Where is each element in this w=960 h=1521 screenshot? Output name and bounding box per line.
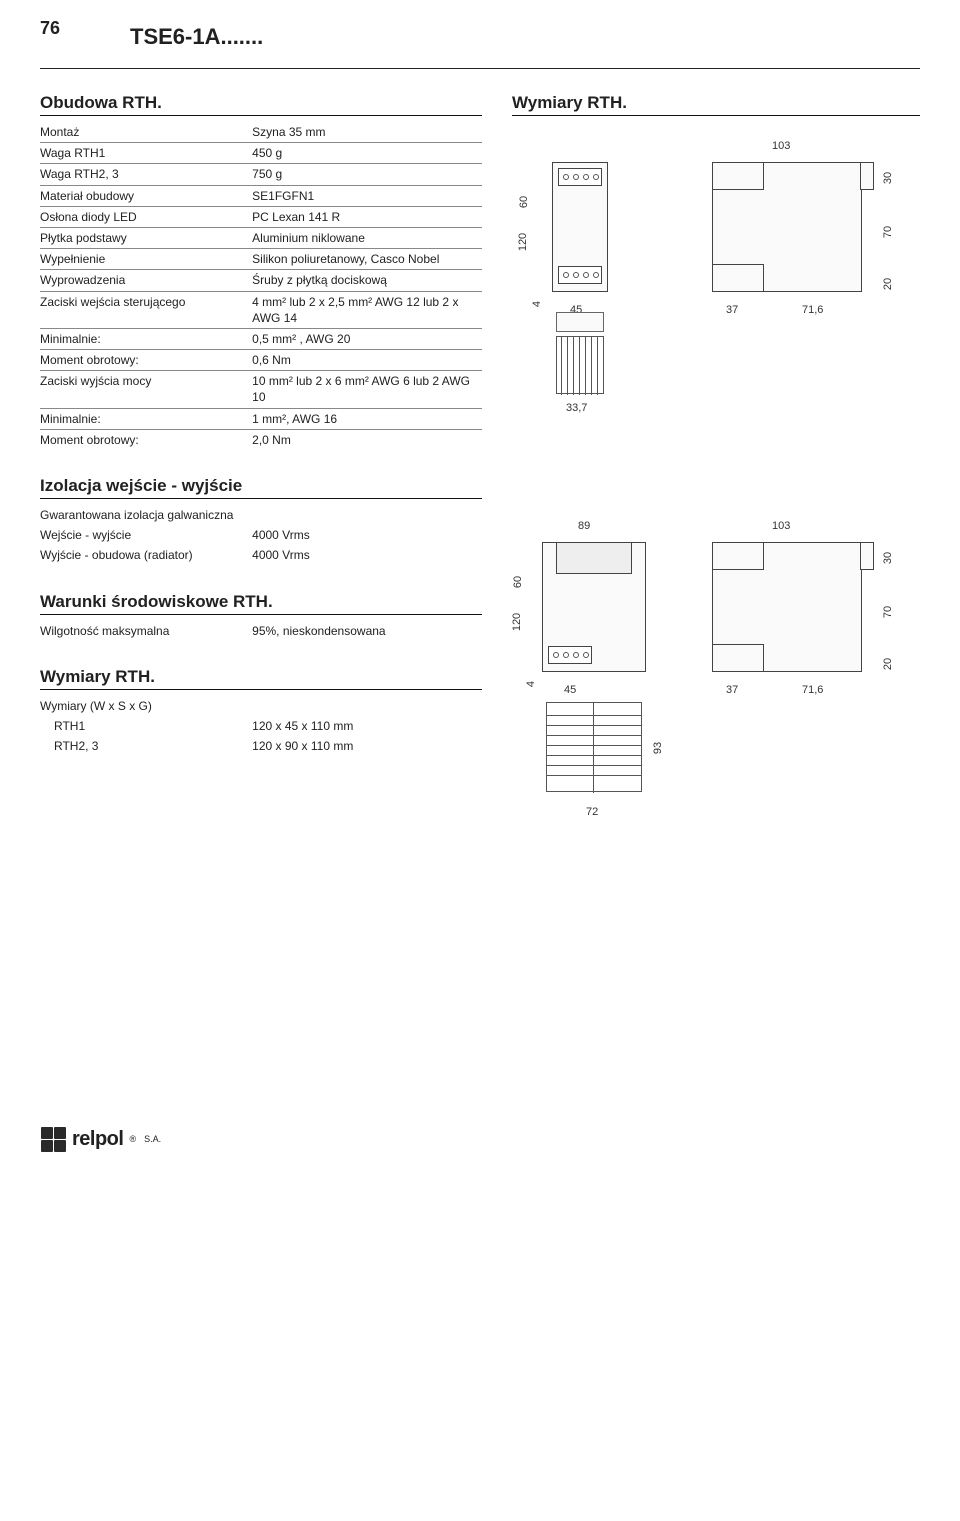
dim-label: 60 [512, 576, 524, 588]
spec-label: Zaciski wyjścia mocy [40, 371, 252, 408]
obudowa-table: MontażSzyna 35 mm Waga RTH1450 g Waga RT… [40, 122, 482, 450]
wymiary-table: Wymiary (W x S x G) RTH1120 x 45 x 110 m… [40, 696, 482, 757]
page-number: 76 [40, 18, 60, 39]
spec-value: 2,0 Nm [252, 429, 482, 450]
dim-label: 71,6 [802, 684, 823, 696]
logo-suffix: S.A. [144, 1134, 161, 1144]
spec-label: Moment obrotowy: [40, 350, 252, 371]
spec-value: 120 x 90 x 110 mm [252, 736, 482, 756]
dim-label: 4 [531, 301, 543, 307]
spec-value: Aluminium niklowane [252, 227, 482, 248]
dim-label: 20 [882, 278, 894, 290]
spec-value: 10 mm² lub 2 x 6 mm² AWG 6 lub 2 AWG 10 [252, 371, 482, 408]
section-rule [40, 115, 482, 116]
spec-label: Minimalnie: [40, 408, 252, 429]
right-column: Wymiary RTH. 60 120 4 45 [512, 93, 920, 846]
spec-header: Wymiary (W x S x G) [40, 696, 482, 716]
dim-label: 120 [517, 233, 529, 251]
dim-label: 70 [882, 226, 894, 238]
dim-label: 4 [525, 681, 537, 687]
spec-label: Moment obrotowy: [40, 429, 252, 450]
section-title-obudowa: Obudowa RTH. [40, 93, 482, 113]
spec-label: RTH2, 3 [40, 736, 252, 756]
spec-label: Płytka podstawy [40, 227, 252, 248]
left-column: Obudowa RTH. MontażSzyna 35 mm Waga RTH1… [40, 93, 482, 846]
section-rule [40, 498, 482, 499]
section-title-warunki: Warunki środowiskowe RTH. [40, 592, 482, 612]
dim-label: 37 [726, 304, 738, 316]
brand-logo: relpol ® S.A. [40, 1126, 920, 1152]
dim-label: 37 [726, 684, 738, 696]
section-rule [40, 614, 482, 615]
section-title-wymiary-table: Wymiary RTH. [40, 667, 482, 687]
dim-label: 103 [772, 520, 790, 532]
header-rule [40, 68, 920, 69]
spec-value: Szyna 35 mm [252, 122, 482, 143]
spec-label: Wyprowadzenia [40, 270, 252, 291]
spec-value: 4000 Vrms [252, 525, 482, 545]
spec-value: 4 mm² lub 2 x 2,5 mm² AWG 12 lub 2 x AWG… [252, 291, 482, 328]
dim-label: 33,7 [566, 402, 587, 414]
spec-value: 120 x 45 x 110 mm [252, 716, 482, 736]
dim-label: 60 [518, 196, 530, 208]
spec-value: 450 g [252, 143, 482, 164]
spec-label: Materiał obudowy [40, 185, 252, 206]
spec-label: Wypełnienie [40, 249, 252, 270]
dim-label: 89 [578, 520, 590, 532]
section-rule [40, 689, 482, 690]
spec-value: SE1FGFN1 [252, 185, 482, 206]
dim-label: 70 [882, 606, 894, 618]
dim-label: 120 [511, 613, 523, 631]
spec-value: 0,5 mm² , AWG 20 [252, 328, 482, 349]
dim-label: 72 [586, 806, 598, 818]
spec-value: Silikon poliuretanowy, Casco Nobel [252, 249, 482, 270]
spec-label: Wilgotność maksymalna [40, 621, 252, 641]
logo-text: relpol [72, 1128, 123, 1151]
dim-label: 30 [882, 172, 894, 184]
section-title-wymiary-diag: Wymiary RTH. [512, 93, 920, 113]
section-rule [512, 115, 920, 116]
spec-value: 750 g [252, 164, 482, 185]
spec-label: Osłona diody LED [40, 206, 252, 227]
dimension-diagram-2: 89 60 120 4 45 [512, 506, 920, 846]
spec-value: 95%, nieskondensowana [252, 621, 482, 641]
spec-label: Wejście - wyjście [40, 525, 252, 545]
dim-label: 103 [772, 140, 790, 152]
spec-value: Śruby z płytką dociskową [252, 270, 482, 291]
spec-label: Zaciski wejścia sterującego [40, 291, 252, 328]
spec-value: 0,6 Nm [252, 350, 482, 371]
spec-label: Minimalnie: [40, 328, 252, 349]
spec-label: Waga RTH2, 3 [40, 164, 252, 185]
dim-label: 45 [564, 684, 576, 696]
spec-label: Waga RTH1 [40, 143, 252, 164]
izolacja-table: Gwarantowana izolacja galwaniczna Wejści… [40, 505, 482, 566]
registered-icon: ® [129, 1134, 136, 1144]
dim-label: 30 [882, 552, 894, 564]
document-code: TSE6-1A....... [130, 24, 920, 50]
spec-value: 4000 Vrms [252, 545, 482, 565]
section-title-izolacja: Izolacja wejście - wyjście [40, 476, 482, 496]
dim-label: 71,6 [802, 304, 823, 316]
spec-value: 1 mm², AWG 16 [252, 408, 482, 429]
warunki-table: Wilgotność maksymalna95%, nieskondensowa… [40, 621, 482, 641]
spec-label: RTH1 [40, 716, 252, 736]
dimension-diagram-1: 60 120 4 45 33,7 103 [512, 126, 920, 426]
dim-label: 20 [882, 658, 894, 670]
logo-icon [40, 1126, 66, 1152]
spec-label: Wyjście - obudowa (radiator) [40, 545, 252, 565]
spec-value: PC Lexan 141 R [252, 206, 482, 227]
spec-label: Montaż [40, 122, 252, 143]
dim-label: 93 [652, 742, 664, 754]
spec-subtitle: Gwarantowana izolacja galwaniczna [40, 505, 482, 525]
